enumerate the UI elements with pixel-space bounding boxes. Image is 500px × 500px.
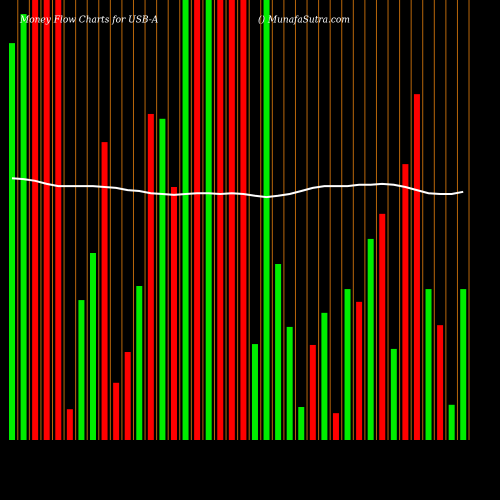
bar — [413, 94, 420, 440]
bar — [379, 213, 386, 440]
bar — [205, 0, 212, 440]
bar — [263, 0, 270, 440]
bar — [113, 382, 120, 440]
bar — [228, 0, 235, 440]
bar — [437, 325, 444, 440]
bar — [182, 0, 189, 440]
chart-title: Money Flow Charts for USB-A — [19, 16, 159, 26]
bar — [402, 164, 409, 440]
bar — [124, 352, 131, 440]
bar — [9, 43, 15, 441]
bar — [159, 118, 166, 441]
bar — [217, 0, 224, 440]
chart-subtitle: () MunafaSutra.com — [258, 15, 350, 26]
bar — [321, 312, 328, 440]
bar — [55, 0, 62, 440]
bar — [309, 344, 316, 440]
bar — [240, 0, 247, 440]
bar — [275, 264, 282, 440]
bar — [367, 238, 374, 440]
bar — [448, 404, 455, 440]
bar — [136, 286, 143, 440]
bar — [286, 326, 293, 440]
bar — [460, 289, 467, 440]
bar — [356, 301, 363, 440]
bar — [390, 348, 397, 440]
bar — [66, 409, 73, 440]
bar — [298, 407, 305, 440]
bar — [425, 289, 432, 440]
bar — [251, 344, 258, 440]
bar — [170, 187, 177, 440]
plot — [9, 0, 470, 441]
bar — [194, 0, 201, 440]
bar — [32, 0, 39, 440]
bar — [20, 14, 27, 441]
bar — [89, 253, 96, 440]
line — [11, 177, 464, 199]
bar — [147, 113, 154, 441]
bar — [101, 142, 108, 440]
bar — [78, 300, 85, 440]
bar — [43, 0, 50, 440]
bar — [332, 413, 339, 440]
bar — [344, 289, 351, 440]
